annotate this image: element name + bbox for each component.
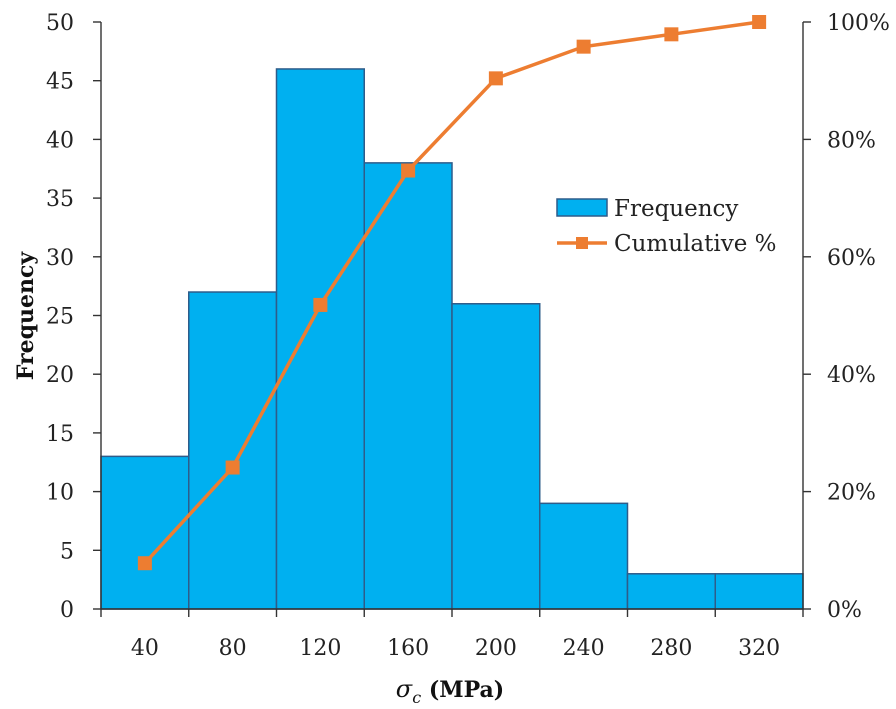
y-tick-label: 45 bbox=[46, 70, 74, 95]
x-tick-label: 240 bbox=[563, 636, 605, 661]
y-tick-label: 40 bbox=[46, 128, 74, 153]
cumulative-point-200 bbox=[488, 71, 503, 86]
cumulative-point-40 bbox=[137, 556, 152, 571]
legend: Frequency Cumulative % bbox=[556, 196, 776, 257]
y-tick-label: 35 bbox=[46, 187, 74, 212]
x-tick-label: 120 bbox=[299, 636, 341, 661]
bar-120 bbox=[275, 68, 365, 610]
y2-tick-label: 80% bbox=[827, 128, 876, 153]
y2-tick-label: 60% bbox=[827, 246, 876, 271]
y-tick-label: 15 bbox=[46, 422, 74, 447]
x-tick-label: 280 bbox=[650, 636, 692, 661]
bar-40 bbox=[100, 455, 190, 610]
y-tick-label: 5 bbox=[60, 539, 74, 564]
cumulative-point-120 bbox=[313, 297, 328, 312]
y-tick-label: 25 bbox=[46, 305, 74, 330]
bar-320 bbox=[714, 573, 804, 610]
bar-280 bbox=[626, 573, 716, 610]
x-tick-label: 40 bbox=[131, 636, 159, 661]
cumulative-point-280 bbox=[664, 27, 679, 42]
y2-tick-label: 20% bbox=[827, 481, 876, 506]
bars-layer bbox=[100, 68, 804, 610]
x-tick-label: 80 bbox=[219, 636, 247, 661]
x-axis-title-symbol: σ bbox=[396, 675, 413, 703]
y-tick-label: 20 bbox=[46, 363, 74, 388]
y2-tick-label: 0% bbox=[827, 598, 862, 623]
x-tick-label: 160 bbox=[387, 636, 429, 661]
y2-tick-label: 100% bbox=[827, 11, 890, 36]
x-tick-label: 200 bbox=[475, 636, 517, 661]
x-axis-title: σc (MPa) bbox=[396, 675, 504, 707]
cumulative-point-80 bbox=[225, 460, 240, 475]
cumulative-point-240 bbox=[576, 39, 591, 54]
ticks-layer: 0 5 10 15 20 25 30 35 40 45 50 0% 20% 40% 60% 80% 100% 40… bbox=[46, 11, 890, 661]
legend-cumulative-marker bbox=[576, 237, 588, 249]
y-tick-label: 0 bbox=[60, 598, 74, 623]
y2-tick-label: 40% bbox=[827, 363, 876, 388]
cumulative-point-320 bbox=[752, 15, 767, 29]
bar-200 bbox=[451, 303, 541, 610]
bar-80 bbox=[188, 291, 278, 610]
y-tick-label: 10 bbox=[46, 481, 74, 506]
cumulative-line bbox=[143, 20, 760, 565]
x-tick-label: 320 bbox=[738, 636, 780, 661]
legend-cumulative-label: Cumulative % bbox=[614, 231, 776, 257]
legend-frequency-label: Frequency bbox=[614, 196, 738, 222]
x-axis-title-subscript: c bbox=[412, 688, 421, 707]
cumulative-point-160 bbox=[401, 163, 416, 178]
y-axis-title: Frequency bbox=[13, 251, 39, 381]
legend-frequency-swatch bbox=[556, 198, 608, 217]
bar-160 bbox=[363, 162, 453, 610]
cumulative-line-layer bbox=[137, 15, 767, 571]
x-axis-title-unit: (MPa) bbox=[421, 677, 504, 703]
y-tick-label: 50 bbox=[46, 11, 74, 36]
bar-240 bbox=[539, 502, 629, 610]
y-tick-label: 30 bbox=[46, 246, 74, 271]
